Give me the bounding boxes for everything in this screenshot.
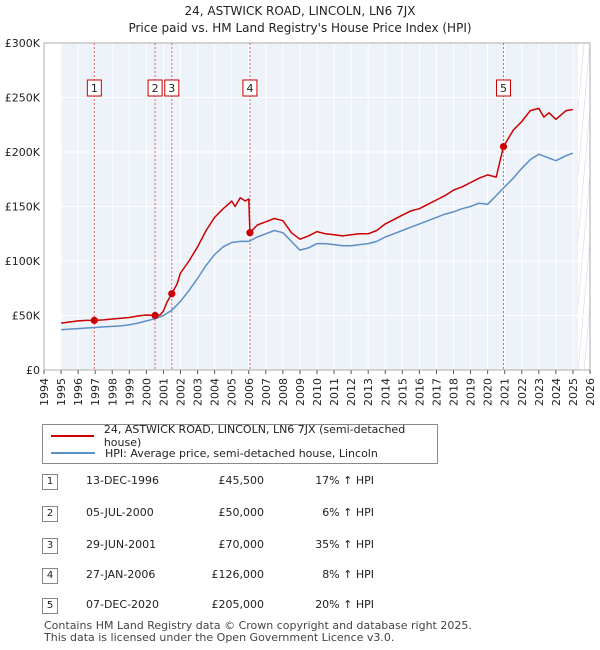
x-tick-label: 2024 xyxy=(550,378,563,406)
transaction-label-box xyxy=(242,79,258,97)
transaction-label-box xyxy=(164,79,180,97)
transaction-point xyxy=(246,229,254,237)
transaction-price: £45,500 xyxy=(218,474,265,487)
transaction-point xyxy=(90,316,98,325)
x-tick-label: 2013 xyxy=(362,378,375,406)
y-tick-label: £150K xyxy=(5,201,41,214)
legend-item-hpi: HPI: Average price, semi-detached house,… xyxy=(51,445,378,461)
transaction-point xyxy=(499,142,508,151)
transaction-date: 27-JAN-2006 xyxy=(86,568,156,581)
x-tick-label: 2025 xyxy=(567,378,580,406)
x-tick-label: 1999 xyxy=(123,378,136,406)
transaction-label-number: 4 xyxy=(246,82,253,95)
x-tick-label: 2022 xyxy=(516,378,529,406)
transaction-number: 5 xyxy=(42,598,58,614)
x-tick-label: 2017 xyxy=(430,378,443,406)
x-tick-label: 2002 xyxy=(175,378,188,406)
transaction-price: £50,000 xyxy=(218,506,265,519)
x-tick-label: 1997 xyxy=(89,378,102,406)
transaction-label-number: 5 xyxy=(500,82,507,95)
transaction-date: 05-JUL-2000 xyxy=(86,506,154,519)
y-tick-label: £200K xyxy=(5,146,41,159)
plot-border xyxy=(43,42,591,371)
x-tick-label: 2005 xyxy=(226,378,239,406)
footer: Contains HM Land Registry data © Crown c… xyxy=(44,620,472,644)
x-tick-label: 2019 xyxy=(465,378,478,406)
x-tick-label: 2006 xyxy=(243,378,256,406)
x-tick-label: 2014 xyxy=(379,378,392,406)
transaction-label-box xyxy=(495,79,511,97)
plot-area: £0 £50K £100K £150K £200K £250K £300K 1994 1995 1… xyxy=(5,37,597,406)
legend-label-property: 24, ASTWICK ROAD, LINCOLN, LN6 7JX (semi… xyxy=(103,423,406,449)
transaction-label-number: 3 xyxy=(168,82,175,95)
x-tick-label: 1996 xyxy=(72,378,85,406)
x-tick-label: 2021 xyxy=(499,378,512,406)
chart-title: 24, ASTWICK ROAD, LINCOLN, LN6 7JX xyxy=(185,4,416,18)
x-tick-label: 2015 xyxy=(396,378,409,406)
x-tick-label: 2011 xyxy=(328,378,341,406)
y-tick-label: £100K xyxy=(5,255,41,268)
hpi-series-line xyxy=(61,152,574,331)
x-tick-label: 2012 xyxy=(345,378,358,406)
transaction-label-number: 2 xyxy=(152,82,159,95)
transaction-date: 07-DEC-2020 xyxy=(86,598,160,611)
legend: 24, ASTWICK ROAD, LINCOLN, LN6 7JX (semi… xyxy=(42,423,438,464)
x-tick-label: 2007 xyxy=(260,378,273,406)
transaction-hpi: 17% ↑ HPI xyxy=(315,474,374,487)
y-tick-label: £50K xyxy=(12,310,41,323)
transaction-number: 3 xyxy=(42,538,58,554)
transaction-price: £205,000 xyxy=(211,598,265,611)
footer-licence: This data is licensed under the Open Gov… xyxy=(44,631,395,644)
transaction-label-box xyxy=(147,79,163,97)
transaction-hpi: 8% ↑ HPI xyxy=(322,568,374,581)
transaction-label-box xyxy=(86,79,102,97)
y-tick-label: £0 xyxy=(26,364,40,377)
x-tick-label: 2023 xyxy=(533,378,546,406)
transaction-date: 29-JUN-2001 xyxy=(86,538,157,551)
transaction-hpi: 35% ↑ HPI xyxy=(315,538,374,551)
x-tick-label: 2001 xyxy=(157,378,170,406)
x-tick-label: 1995 xyxy=(55,378,68,406)
transaction-date: 13-DEC-1996 xyxy=(86,474,160,487)
footer-copyright: Contains HM Land Registry data © Crown c… xyxy=(44,619,472,632)
transaction-label-number: 1 xyxy=(91,82,98,95)
transaction-point xyxy=(151,311,159,320)
x-tick-label: 2009 xyxy=(294,378,307,406)
transaction-hpi: 20% ↑ HPI xyxy=(315,598,374,611)
transaction-price: £70,000 xyxy=(218,538,265,551)
x-tick-label: 1994 xyxy=(38,378,51,406)
transaction-number: 1 xyxy=(42,474,58,490)
x-tick-label: 2008 xyxy=(277,378,290,406)
x-tick-label: 2000 xyxy=(140,378,153,406)
x-tick-label: 2016 xyxy=(413,378,426,406)
transaction-point xyxy=(168,290,176,298)
x-tick-label: 2003 xyxy=(192,378,205,406)
x-tick-label: 2018 xyxy=(448,378,461,406)
y-tick-label: £250K xyxy=(5,92,41,105)
x-tick-label: 2010 xyxy=(311,378,324,406)
legend-item-property: 24, ASTWICK ROAD, LINCOLN, LN6 7JX (semi… xyxy=(51,423,437,449)
transaction-number: 4 xyxy=(42,568,58,584)
x-tick-label: 2026 xyxy=(584,378,597,406)
chart-subtitle: Price paid vs. HM Land Registry's House … xyxy=(128,21,471,35)
x-tick-label: 2004 xyxy=(209,378,222,406)
legend-swatch-hpi xyxy=(51,452,95,454)
transaction-hpi: 6% ↑ HPI xyxy=(322,506,374,519)
legend-swatch-property xyxy=(51,435,94,437)
legend-label-hpi: HPI: Average price, semi-detached house,… xyxy=(105,446,378,460)
y-tick-label: £300K xyxy=(5,37,41,50)
x-tick-label: 2020 xyxy=(482,378,495,406)
transaction-price: £126,000 xyxy=(211,568,265,581)
x-tick-label: 1998 xyxy=(106,378,119,406)
transaction-number: 2 xyxy=(42,506,58,522)
price-chart: 24, ASTWICK ROAD, LINCOLN, LN6 7JX Price… xyxy=(5,4,597,406)
